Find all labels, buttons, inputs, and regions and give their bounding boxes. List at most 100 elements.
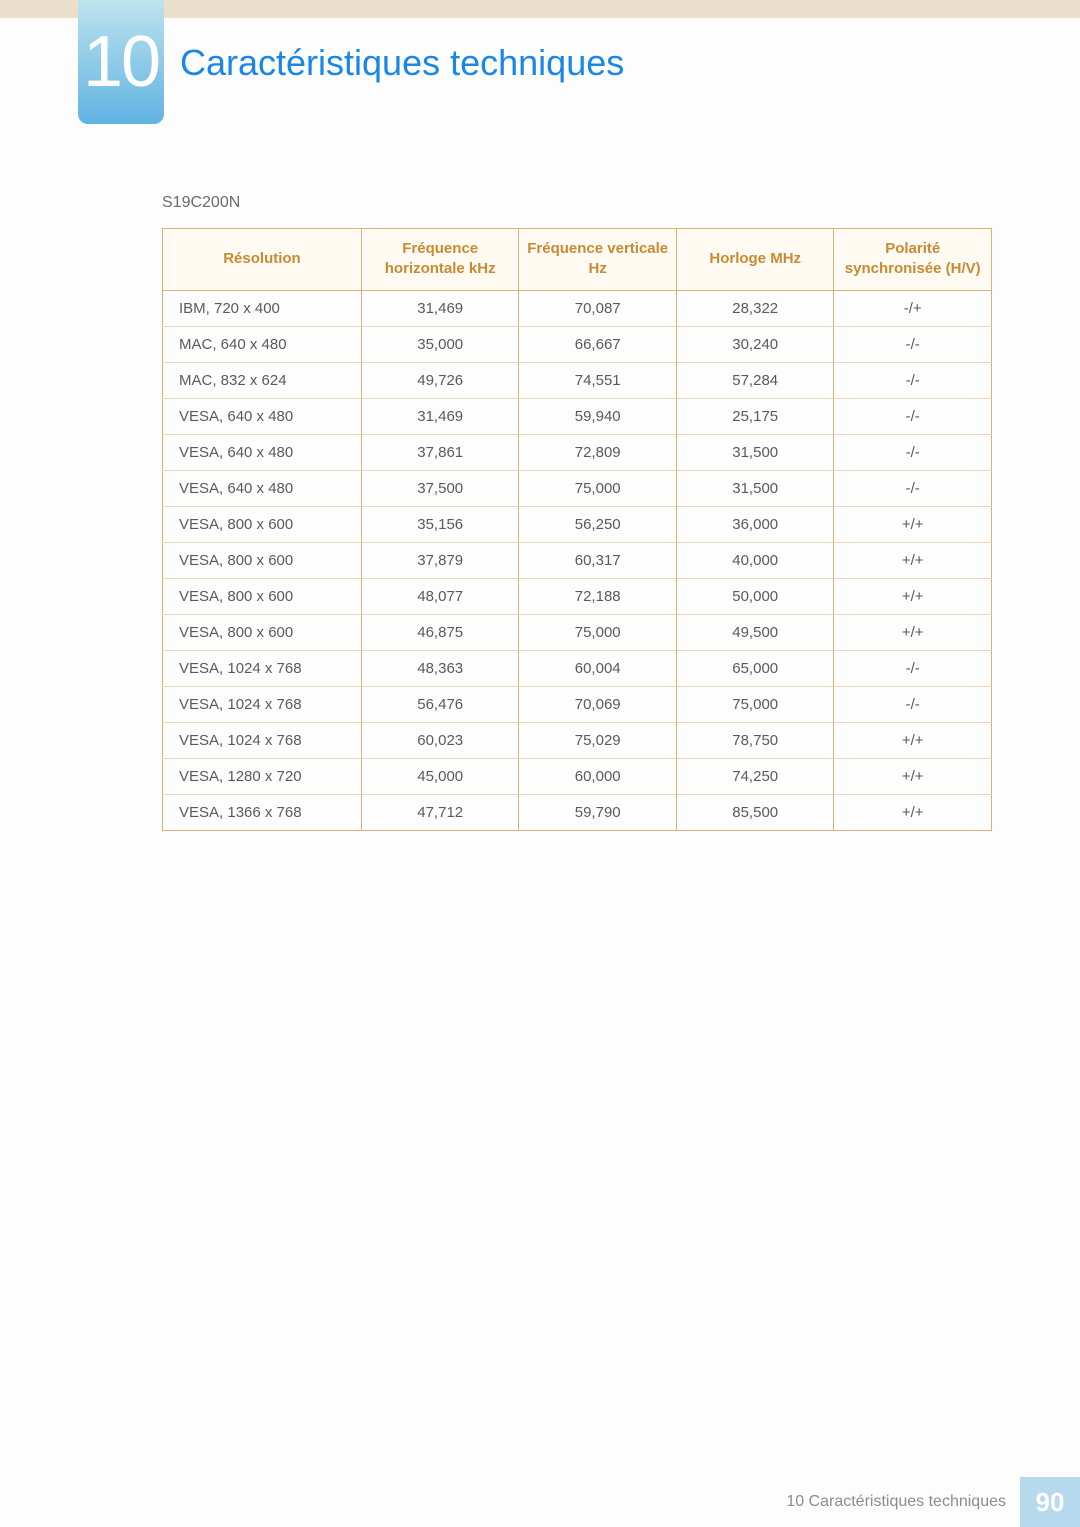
table-cell: +/+ [834, 542, 992, 578]
table-cell: 57,284 [676, 362, 834, 398]
footer-page-number: 90 [1020, 1477, 1080, 1527]
table-cell: -/- [834, 398, 992, 434]
table-row: VESA, 640 x 48031,46959,94025,175-/- [163, 398, 992, 434]
table-cell: 78,750 [676, 722, 834, 758]
table-cell: 35,000 [361, 326, 519, 362]
col-freq-v: Fréquence verticale Hz [519, 229, 677, 291]
table-cell: 72,188 [519, 578, 677, 614]
table-cell: -/- [834, 434, 992, 470]
table-cell: 75,000 [676, 686, 834, 722]
table-row: VESA, 1024 x 76860,02375,02978,750+/+ [163, 722, 992, 758]
table-cell: 60,000 [519, 758, 677, 794]
page-title: Caractéristiques techniques [180, 42, 624, 84]
table-cell: 75,000 [519, 614, 677, 650]
table-cell: VESA, 800 x 600 [163, 578, 362, 614]
table-row: VESA, 800 x 60046,87575,00049,500+/+ [163, 614, 992, 650]
table-cell: 65,000 [676, 650, 834, 686]
table-cell: -/- [834, 686, 992, 722]
col-clock: Horloge MHz [676, 229, 834, 291]
table-header: Résolution Fréquence horizontale kHz Fré… [163, 229, 992, 291]
table-cell: 70,069 [519, 686, 677, 722]
table-cell: 37,861 [361, 434, 519, 470]
table-cell: VESA, 640 x 480 [163, 434, 362, 470]
table-cell: +/+ [834, 614, 992, 650]
table-row: VESA, 1024 x 76848,36360,00465,000-/- [163, 650, 992, 686]
table-row: VESA, 640 x 48037,50075,00031,500-/- [163, 470, 992, 506]
table-row: VESA, 1280 x 72045,00060,00074,250+/+ [163, 758, 992, 794]
table-cell: 56,250 [519, 506, 677, 542]
table-cell: 60,317 [519, 542, 677, 578]
table-cell: 74,250 [676, 758, 834, 794]
table-cell: -/- [834, 470, 992, 506]
table-cell: MAC, 832 x 624 [163, 362, 362, 398]
table-cell: VESA, 800 x 600 [163, 506, 362, 542]
table-row: VESA, 1366 x 76847,71259,79085,500+/+ [163, 794, 992, 830]
table-cell: 59,940 [519, 398, 677, 434]
table-row: MAC, 832 x 62449,72674,55157,284-/- [163, 362, 992, 398]
table-cell: 70,087 [519, 290, 677, 326]
table-cell: -/- [834, 362, 992, 398]
table-cell: 31,469 [361, 398, 519, 434]
chapter-number: 10 [83, 21, 159, 103]
table-row: MAC, 640 x 48035,00066,66730,240-/- [163, 326, 992, 362]
table-cell: 48,363 [361, 650, 519, 686]
table-cell: VESA, 1024 x 768 [163, 686, 362, 722]
table-row: VESA, 1024 x 76856,47670,06975,000-/- [163, 686, 992, 722]
table-cell: 31,500 [676, 434, 834, 470]
table-cell: 31,500 [676, 470, 834, 506]
table-row: VESA, 800 x 60048,07772,18850,000+/+ [163, 578, 992, 614]
table-cell: 72,809 [519, 434, 677, 470]
col-freq-h: Fréquence horizontale kHz [361, 229, 519, 291]
table-cell: 31,469 [361, 290, 519, 326]
table-cell: 60,023 [361, 722, 519, 758]
table-cell: +/+ [834, 506, 992, 542]
table-cell: +/+ [834, 578, 992, 614]
table-cell: 37,500 [361, 470, 519, 506]
table-cell: +/+ [834, 758, 992, 794]
col-polarity: Polarité synchronisée (H/V) [834, 229, 992, 291]
table-cell: 30,240 [676, 326, 834, 362]
table-cell: 66,667 [519, 326, 677, 362]
table-cell: VESA, 800 x 600 [163, 542, 362, 578]
table-cell: +/+ [834, 794, 992, 830]
table-cell: 59,790 [519, 794, 677, 830]
table-cell: -/- [834, 326, 992, 362]
table-cell: 36,000 [676, 506, 834, 542]
col-resolution: Résolution [163, 229, 362, 291]
table-cell: 49,500 [676, 614, 834, 650]
table-cell: 28,322 [676, 290, 834, 326]
table-cell: 74,551 [519, 362, 677, 398]
page-footer: 10 Caractéristiques techniques 90 [0, 1477, 1080, 1527]
table-cell: 85,500 [676, 794, 834, 830]
table-cell: 49,726 [361, 362, 519, 398]
footer-text: 10 Caractéristiques techniques [786, 1477, 1020, 1527]
table-cell: 25,175 [676, 398, 834, 434]
chapter-badge: 10 [78, 0, 164, 124]
spec-table: Résolution Fréquence horizontale kHz Fré… [162, 228, 992, 831]
table-row: VESA, 800 x 60037,87960,31740,000+/+ [163, 542, 992, 578]
table-cell: 48,077 [361, 578, 519, 614]
table-cell: -/- [834, 650, 992, 686]
table-cell: 60,004 [519, 650, 677, 686]
model-label: S19C200N [162, 194, 240, 212]
table-cell: 35,156 [361, 506, 519, 542]
table-cell: 75,029 [519, 722, 677, 758]
table-cell: 75,000 [519, 470, 677, 506]
table-cell: IBM, 720 x 400 [163, 290, 362, 326]
table-cell: VESA, 1366 x 768 [163, 794, 362, 830]
table-cell: VESA, 1024 x 768 [163, 722, 362, 758]
table-cell: 37,879 [361, 542, 519, 578]
table-cell: VESA, 640 x 480 [163, 398, 362, 434]
table-cell: 50,000 [676, 578, 834, 614]
table-cell: -/+ [834, 290, 992, 326]
table-cell: +/+ [834, 722, 992, 758]
table-cell: VESA, 1024 x 768 [163, 650, 362, 686]
table-cell: 47,712 [361, 794, 519, 830]
table-cell: VESA, 640 x 480 [163, 470, 362, 506]
table-cell: 40,000 [676, 542, 834, 578]
table-cell: 45,000 [361, 758, 519, 794]
table-body: IBM, 720 x 40031,46970,08728,322-/+MAC, … [163, 290, 992, 830]
table-cell: VESA, 800 x 600 [163, 614, 362, 650]
table-cell: 56,476 [361, 686, 519, 722]
table-row: VESA, 640 x 48037,86172,80931,500-/- [163, 434, 992, 470]
